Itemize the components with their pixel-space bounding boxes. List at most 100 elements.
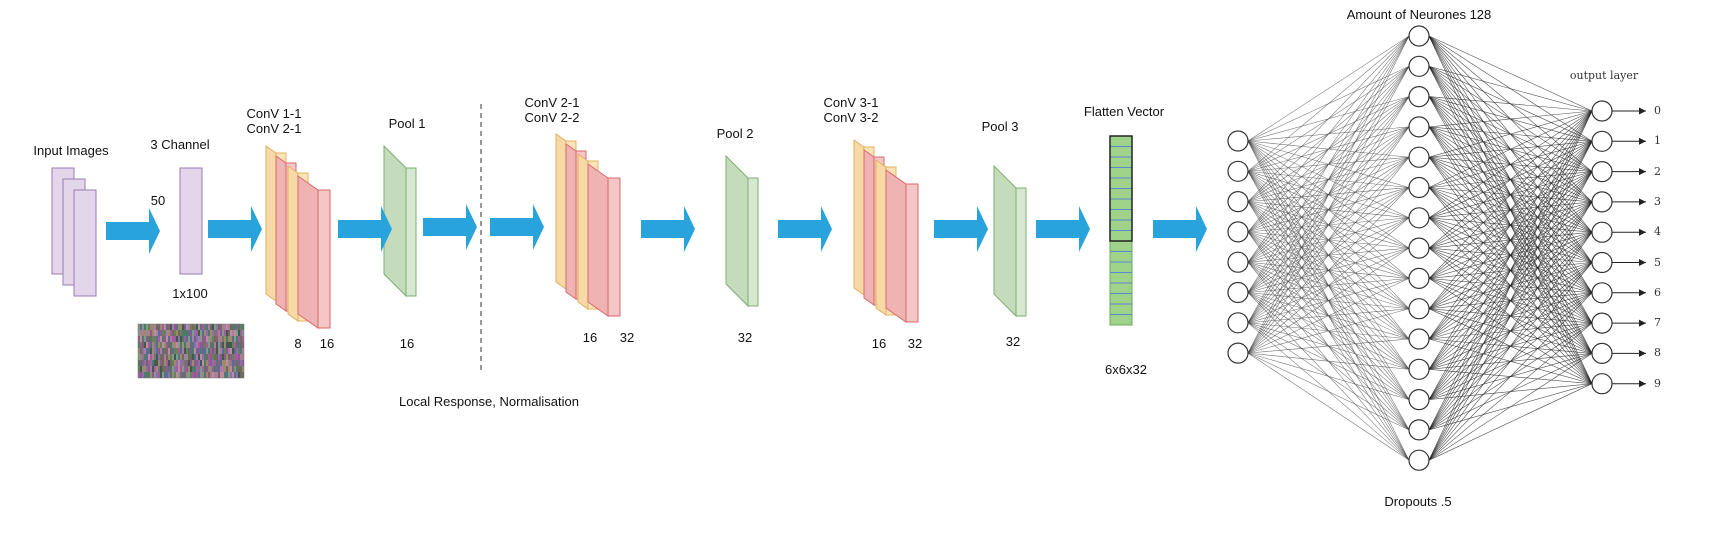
dim-1x100-label: 1x100 xyxy=(172,286,208,301)
output-class-label: 7 xyxy=(1654,316,1661,330)
input-noise-image xyxy=(137,323,245,379)
output-class-label: 1 xyxy=(1654,134,1661,148)
output-node-6 xyxy=(1591,251,1613,274)
conv1-label-a: ConV 1-1 xyxy=(246,106,302,121)
conv1-label-b: ConV 2-1 xyxy=(246,121,302,136)
conv2-depth-32: 32 xyxy=(619,330,635,345)
hidden-node-14 xyxy=(1408,419,1430,441)
flatten-label: Flatten Vector xyxy=(1083,104,1165,119)
conv1-depth-16: 16 xyxy=(319,336,335,351)
hidden-node-4 xyxy=(1408,116,1430,138)
hidden-node-6 xyxy=(1408,176,1430,199)
conv1-depth-8: 8 xyxy=(294,336,302,351)
output-node-5 xyxy=(1591,221,1613,243)
hidden-node-11 xyxy=(1408,328,1430,350)
flatten-vector xyxy=(1109,135,1133,326)
pool3-label: Pool 3 xyxy=(981,119,1019,134)
output-arrow-head-2 xyxy=(1639,168,1646,176)
pool1-label: Pool 1 xyxy=(388,116,426,131)
conv2-block xyxy=(555,133,621,317)
flow-arrow-9 xyxy=(1036,206,1090,252)
hidden-node-15 xyxy=(1408,449,1430,471)
conv3-label-a: ConV 3-1 xyxy=(823,95,879,110)
pool2-block xyxy=(725,154,759,308)
flow-arrow-3 xyxy=(338,206,392,252)
conv1-block xyxy=(265,145,331,329)
input-node-4 xyxy=(1227,221,1249,243)
input-node-2 xyxy=(1227,160,1249,182)
three-channel-sheet xyxy=(179,167,203,275)
conv2-label-b: ConV 2-2 xyxy=(524,110,580,125)
flow-arrows xyxy=(106,204,1207,254)
hidden-node-3 xyxy=(1408,85,1430,108)
pool2-depth: 32 xyxy=(737,330,753,345)
conv2-label-a: ConV 2-1 xyxy=(524,95,580,110)
output-arrow-head-8 xyxy=(1639,349,1646,357)
dropouts-label: Dropouts .5 xyxy=(1384,494,1452,509)
hidden-node-5 xyxy=(1408,146,1430,168)
output-arrow-head-9 xyxy=(1639,380,1646,388)
hidden-node-12 xyxy=(1408,358,1430,380)
hidden-node-1 xyxy=(1408,25,1430,47)
input-node-6 xyxy=(1227,281,1249,304)
input-node-1 xyxy=(1227,130,1249,152)
output-arrow-head-3 xyxy=(1639,198,1646,206)
hidden-node-9 xyxy=(1408,267,1430,289)
input-node-8 xyxy=(1227,342,1249,364)
flatten-dim-label: 6x6x32 xyxy=(1105,362,1147,377)
hidden-node-13 xyxy=(1408,389,1430,411)
network-nodes xyxy=(1227,25,1613,471)
output-class-label: 0 xyxy=(1654,104,1661,117)
output-node-9 xyxy=(1591,342,1613,364)
output-arrow-head-4 xyxy=(1639,228,1646,236)
conv3-depth-32: 32 xyxy=(907,336,923,351)
input-node-3 xyxy=(1227,191,1249,213)
output-node-3 xyxy=(1591,161,1613,183)
output-node-2 xyxy=(1591,130,1613,152)
pool3-depth: 32 xyxy=(1005,334,1021,349)
pool2-label: Pool 2 xyxy=(716,126,754,141)
output-arrows xyxy=(1612,107,1646,388)
output-class-label: 6 xyxy=(1654,285,1661,299)
output-class-label: 9 xyxy=(1654,376,1661,390)
dim-50-label: 50 xyxy=(150,193,166,208)
hidden-node-10 xyxy=(1408,298,1430,320)
hidden-node-2 xyxy=(1408,55,1430,77)
output-arrow-head-7 xyxy=(1639,319,1646,327)
flow-arrow-1 xyxy=(106,208,160,254)
flow-arrow-6 xyxy=(641,206,695,252)
output-class-label: 3 xyxy=(1654,194,1661,208)
flow-arrow-5 xyxy=(490,204,544,250)
hidden-node-8 xyxy=(1408,237,1430,259)
output-node-1 xyxy=(1591,100,1613,122)
three-channel-label: 3 Channel xyxy=(150,137,210,152)
output-arrow-head-1 xyxy=(1639,137,1646,145)
input-node-7 xyxy=(1227,312,1249,334)
output-layer-label: output layer xyxy=(1569,69,1639,82)
flow-arrow-4 xyxy=(423,204,477,250)
pool1-depth: 16 xyxy=(399,336,415,351)
output-class-label: 2 xyxy=(1654,164,1661,178)
output-class-label: 5 xyxy=(1654,255,1661,269)
flow-arrow-7 xyxy=(778,206,832,252)
output-arrow-head-6 xyxy=(1639,289,1646,297)
flow-arrow-10 xyxy=(1153,206,1207,252)
flow-arrow-8 xyxy=(934,206,988,252)
input-images-stack xyxy=(51,167,97,297)
network-edges xyxy=(1247,35,1593,461)
lrn-label: Local Response, Normalisation xyxy=(399,394,579,409)
output-node-7 xyxy=(1591,282,1613,304)
output-class-label: 8 xyxy=(1654,346,1661,360)
output-class-label: 4 xyxy=(1654,225,1661,239)
pool3-block xyxy=(993,164,1027,318)
input-images-label: Input Images xyxy=(33,143,109,158)
neurons-label: Amount of Neurones 128 xyxy=(1346,7,1492,22)
flow-arrow-2 xyxy=(208,206,262,252)
hidden-node-7 xyxy=(1408,207,1430,229)
output-node-4 xyxy=(1591,191,1613,213)
output-node-8 xyxy=(1591,312,1613,334)
output-node-10 xyxy=(1591,373,1613,395)
output-arrow-head-0 xyxy=(1639,107,1646,115)
